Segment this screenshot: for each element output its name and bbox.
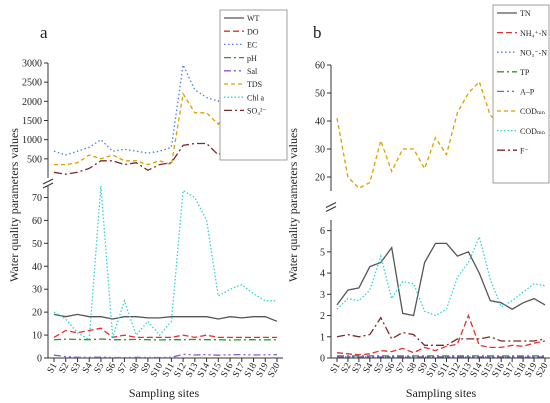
y-tick-label: 6	[320, 226, 325, 237]
y-tick-label: 0	[320, 354, 325, 365]
legend-label: NH₄⁺-N	[520, 29, 547, 38]
legend-box	[219, 9, 288, 161]
y-tick-label: 70	[32, 193, 42, 204]
y-tick-label: 1500	[22, 116, 42, 127]
y-tick-label: 1	[320, 332, 325, 343]
series-line-Sal	[53, 353, 278, 359]
legend-label: TP	[520, 68, 530, 77]
panel-b-label: b	[313, 23, 322, 42]
series-line-WT	[53, 313, 278, 322]
y-tick-label: 500	[27, 154, 42, 165]
x-tick-label: S5	[93, 361, 107, 375]
series-line-COD	[336, 234, 546, 317]
series-line-F	[336, 316, 546, 346]
series-line-DO	[53, 327, 277, 339]
y-tick-label: 1000	[22, 135, 42, 146]
y-tick-label: 2	[320, 311, 325, 322]
x-tick-label: S6	[105, 361, 119, 375]
axis-break-mark	[325, 202, 337, 208]
y-tick-label: 40	[315, 117, 325, 128]
series-line-COD	[336, 80, 546, 189]
y-tick-label: 60	[315, 61, 325, 72]
x-tick-label: S20	[267, 361, 283, 379]
x-tick-label: S2	[340, 361, 354, 375]
legend-label: pH	[247, 54, 257, 63]
legend-label: A–P	[520, 88, 535, 97]
y-axis-title-a: Water quality parameters values	[7, 128, 21, 282]
x-tick-label: S8	[406, 361, 420, 375]
legend-label: Chl a	[247, 93, 265, 102]
x-tick-label: S7	[395, 361, 409, 375]
x-tick-label: S2	[58, 361, 72, 375]
y-tick-label: 3	[320, 290, 325, 301]
x-tick-label: S1	[46, 361, 60, 375]
axis-break-mark	[325, 206, 337, 212]
y-tick-label: 2500	[22, 78, 42, 89]
legend-label: NO₃⁻-N	[520, 48, 547, 57]
panel-b-chart: 01234562030405060S1S2S3S4S5S6S7S8S9S10S1…	[315, 4, 550, 379]
series-line-Chla	[53, 185, 277, 341]
legend-label: DO	[247, 27, 259, 36]
y-tick-label: 2000	[22, 97, 42, 108]
legend-box	[492, 4, 550, 184]
y-tick-label: 60	[32, 216, 42, 227]
y-tick-label: 50	[315, 89, 325, 100]
legend-label: WT	[247, 14, 260, 23]
x-tick-label: S20	[535, 361, 550, 379]
y-tick-label: 3000	[22, 59, 42, 70]
axis-break-mark	[42, 178, 54, 185]
x-axis-title-a: Sampling sites	[129, 386, 200, 400]
y-tick-label: 30	[315, 145, 325, 156]
legend-label: SO₄²⁻	[247, 107, 267, 116]
y-tick-label: 20	[315, 173, 325, 184]
y-tick-label: 30	[32, 285, 42, 296]
legend-label: CODₘₙ	[520, 107, 546, 116]
x-tick-label: S5	[373, 361, 387, 375]
legend-label: TDS	[247, 80, 262, 89]
panel-a-label: a	[40, 23, 48, 42]
legend-label: Sal	[247, 67, 258, 76]
x-tick-label: S8	[128, 361, 142, 375]
x-tick-label: S1	[329, 361, 343, 375]
x-tick-label: S4	[81, 361, 95, 375]
series-line-NHN	[336, 313, 546, 356]
x-tick-label: S3	[69, 361, 83, 375]
y-tick-label: 0	[37, 354, 42, 365]
y-tick-label: 20	[32, 308, 42, 319]
legend-label: TN	[520, 9, 531, 18]
y-tick-label: 4	[320, 269, 325, 280]
panel-a-chart: 0 10 20 30 40 50 60 70 500 1000 1500 2000 2500 3000 S1…	[22, 9, 288, 379]
axis-break-mark	[42, 182, 54, 189]
x-tick-label: S9	[140, 361, 154, 375]
x-tick-label: S6	[384, 361, 398, 375]
x-tick-label: S9	[416, 361, 430, 375]
legend-label: EC	[247, 41, 257, 50]
x-tick-label: S7	[116, 361, 130, 375]
y-tick-label: 50	[32, 239, 42, 250]
series-line-TN	[336, 242, 546, 317]
legend-label: CODₘₙ	[520, 127, 546, 136]
y-axis-title-b: Water quality parameters values	[286, 128, 300, 282]
y-tick-label: 10	[32, 331, 42, 342]
series-line-pH	[53, 338, 278, 341]
legend-label: F⁻	[520, 146, 529, 155]
x-tick-label: S3	[351, 361, 365, 375]
x-axis-title-b: Sampling sites	[406, 386, 477, 400]
x-tick-label: S4	[362, 361, 376, 375]
y-tick-label: 40	[32, 262, 42, 273]
y-tick-label: 5	[320, 247, 325, 258]
